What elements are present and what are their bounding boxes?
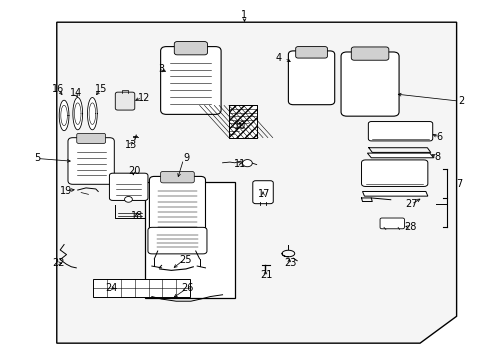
Text: 7: 7 [455,179,461,189]
Text: 15: 15 [94,84,106,94]
Text: 11: 11 [233,159,245,169]
FancyBboxPatch shape [361,160,427,186]
Text: 13: 13 [125,140,137,150]
FancyBboxPatch shape [160,171,194,183]
Text: 21: 21 [260,270,272,280]
Text: 3: 3 [158,64,164,74]
Text: 9: 9 [183,153,189,163]
FancyBboxPatch shape [379,218,404,229]
Text: 24: 24 [105,283,118,293]
Text: 10: 10 [233,121,245,131]
Text: 26: 26 [181,283,193,293]
FancyBboxPatch shape [149,176,205,234]
Polygon shape [87,98,97,130]
Polygon shape [57,22,456,343]
Text: 18: 18 [131,211,143,221]
FancyBboxPatch shape [350,47,388,60]
Bar [93,279,189,297]
Polygon shape [362,192,427,196]
Text: 20: 20 [128,166,141,176]
Polygon shape [59,100,69,131]
Text: 28: 28 [403,222,416,232]
Text: 19: 19 [61,186,73,196]
Bar [228,105,257,138]
Text: 16: 16 [52,84,64,94]
Text: 12: 12 [138,93,150,103]
Text: 23: 23 [284,258,296,268]
FancyBboxPatch shape [77,134,105,143]
Circle shape [124,197,132,202]
FancyBboxPatch shape [115,92,135,110]
FancyBboxPatch shape [109,173,148,201]
Text: 25: 25 [179,255,191,265]
Polygon shape [73,98,82,130]
Polygon shape [366,153,433,158]
FancyBboxPatch shape [288,51,334,105]
FancyBboxPatch shape [367,122,432,141]
FancyBboxPatch shape [252,181,273,204]
FancyBboxPatch shape [295,46,327,58]
Text: 27: 27 [405,199,417,210]
Bar [144,182,234,298]
Text: 2: 2 [457,96,464,106]
Text: 17: 17 [257,189,270,199]
Text: 6: 6 [436,132,442,142]
Text: 22: 22 [52,258,64,268]
FancyBboxPatch shape [160,46,221,114]
Circle shape [242,159,252,167]
Text: 5: 5 [34,153,41,163]
FancyBboxPatch shape [148,227,206,254]
FancyBboxPatch shape [340,52,398,116]
Bar [228,105,257,138]
FancyBboxPatch shape [174,41,207,55]
Text: 8: 8 [433,152,439,162]
Text: 1: 1 [241,10,247,20]
FancyBboxPatch shape [68,138,114,184]
Text: 4: 4 [275,53,281,63]
Text: 14: 14 [70,88,82,98]
